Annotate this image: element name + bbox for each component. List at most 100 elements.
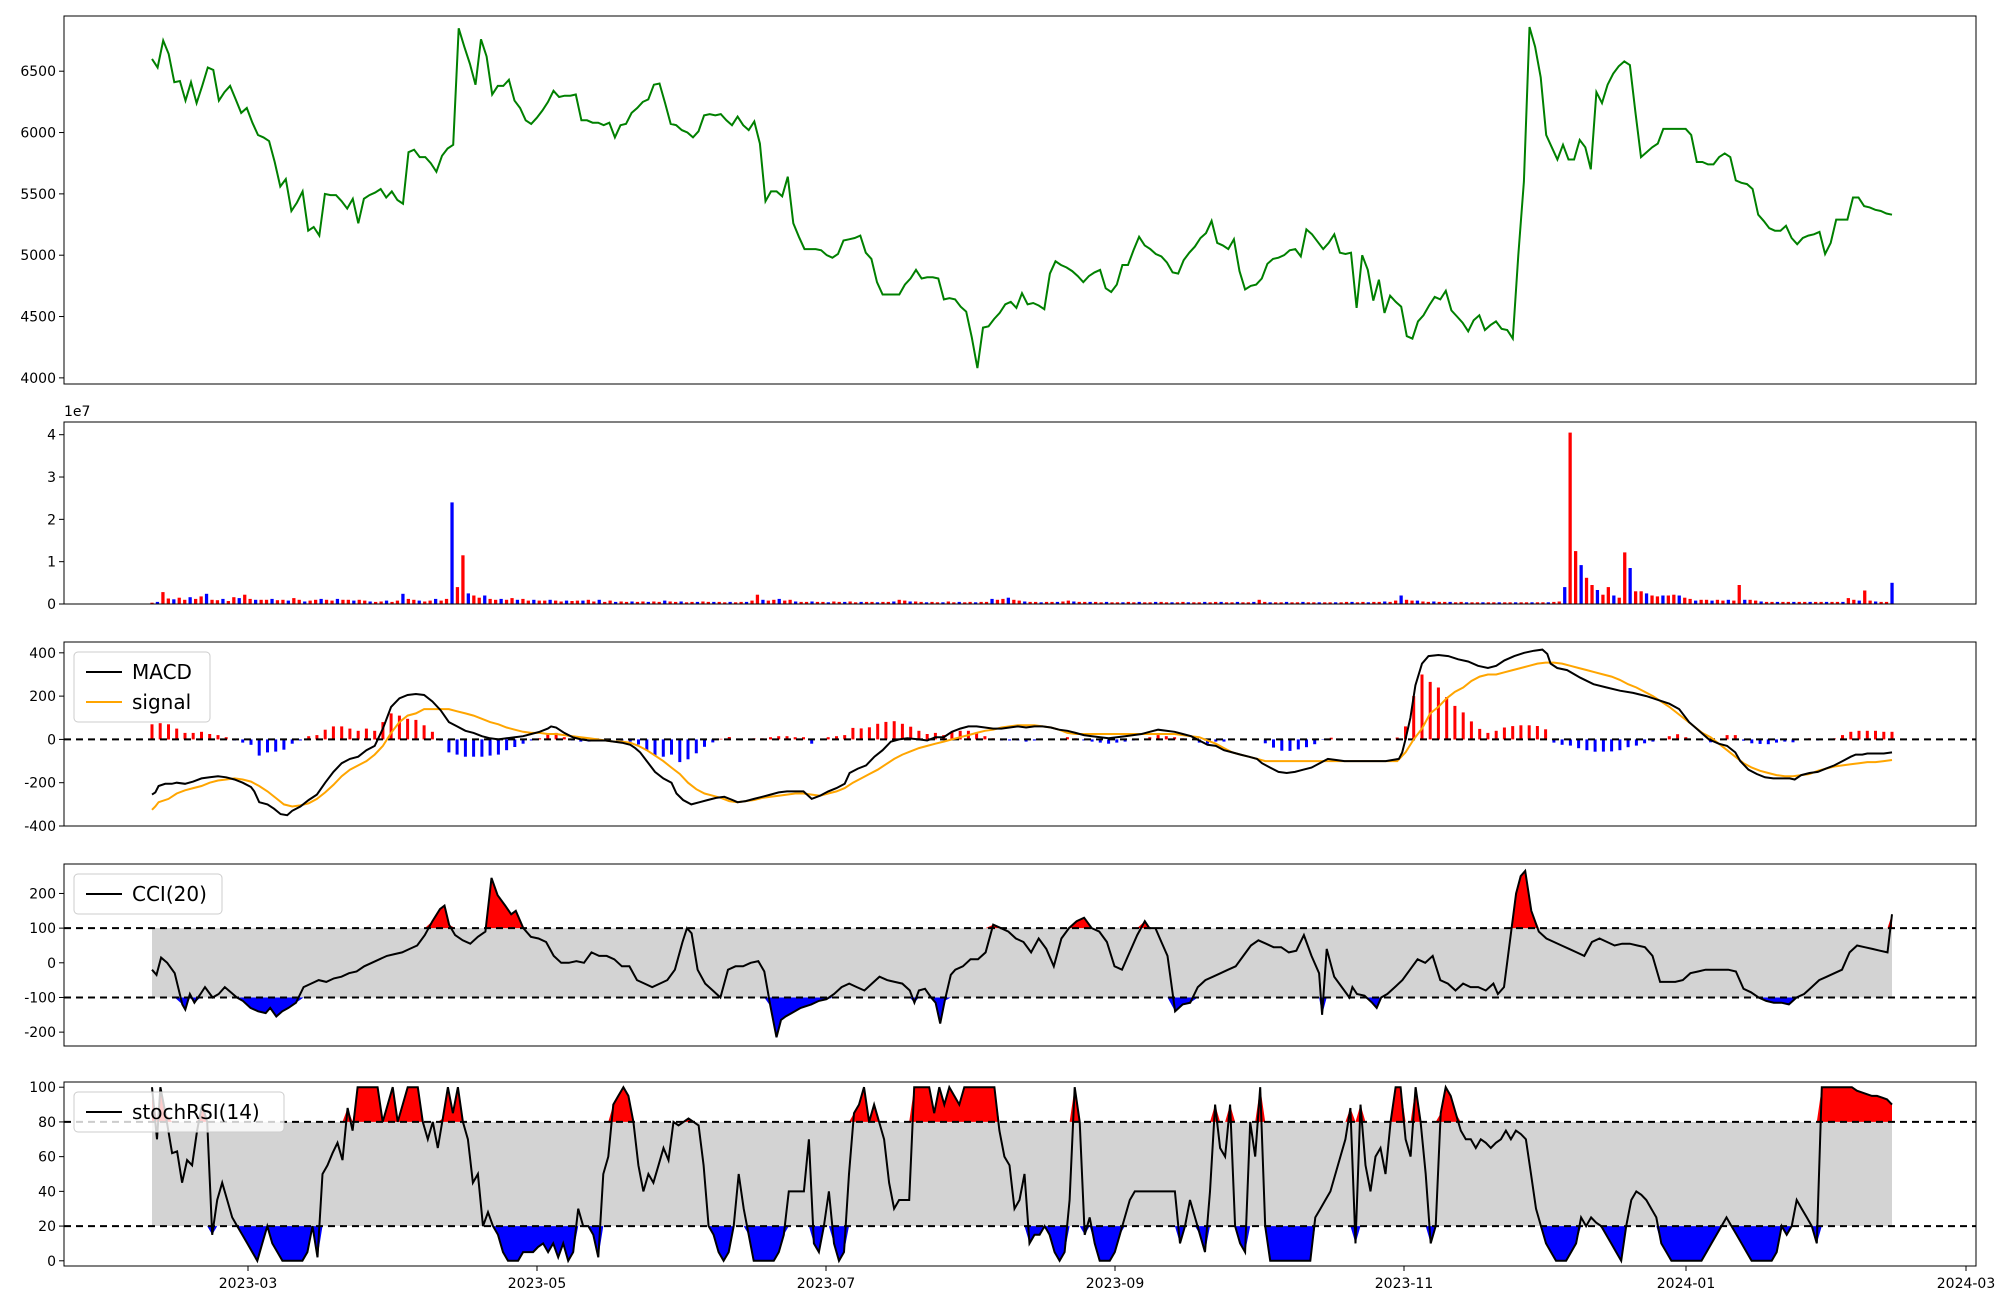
volume-bar [1677,595,1681,604]
macd-histogram-bar [1436,687,1440,740]
y-tick-label: 20 [38,1219,56,1235]
volume-bar [368,601,372,604]
y-tick-label: 4000 [20,371,56,387]
volume-bar [919,601,923,604]
macd-histogram-bar [150,724,154,740]
volume-bar [1524,602,1529,604]
macd-histogram-bar [925,734,929,740]
volume-bar [1235,601,1240,604]
macd-histogram-bar [1618,739,1622,751]
volume-bar [935,602,940,604]
volume-bar [177,597,181,604]
macd-histogram-bar [1560,739,1564,745]
volume-scale-label: 1e7 [64,404,90,420]
volume-bar [1366,602,1370,604]
macd-histogram-bar [455,739,459,755]
macd-histogram-bar [307,736,311,740]
cci-overbought-fill [152,870,1892,929]
volume-bar [1306,602,1310,604]
y-tick-label: 100 [29,1080,56,1096]
macd-histogram-bar [1428,681,1432,740]
y-tick-label: 2 [47,512,56,528]
legend-box [73,1091,285,1133]
macd-histogram-bar [290,739,294,744]
volume-bar [1721,600,1725,604]
volume-bar [537,600,541,604]
volume-bar [1104,601,1109,604]
volume-bar [1628,568,1632,604]
macd-histogram-bar [1601,739,1605,752]
macd-histogram-bar [1107,739,1111,744]
volume-bar [924,602,929,604]
volume-bar [559,601,563,604]
volume-bar [155,601,160,604]
volume-bar [504,599,509,604]
volume-bar [1612,595,1616,604]
volume-bar [1584,577,1589,604]
macd-histogram-bar [983,736,987,740]
macd-histogram-bar [719,738,723,740]
volume-bar [1759,601,1763,604]
volume-bar [1448,601,1452,604]
macd-histogram-bar [793,737,797,740]
x-tick-label: 2023-07 [797,1276,856,1292]
volume-bar [379,601,383,604]
macd-histogram-bar [1305,739,1308,748]
stochrsi-overbought-fill [152,1087,1892,1122]
macd-histogram-bar [1486,732,1490,740]
volume-bar [1219,601,1223,604]
macd-histogram-bar [1263,739,1267,744]
volume-bar [1088,601,1092,604]
x-tick-label: 2024-03 [1937,1276,1996,1292]
volume-bar [439,600,443,604]
volume-bar [843,601,847,604]
y-tick-label: 200 [29,689,56,705]
volume-bar [384,600,389,604]
macd-histogram-bar [678,739,682,763]
volume-bar [303,601,307,604]
y-tick-label: 100 [29,921,56,937]
volume-bar [314,599,318,604]
macd-histogram-bar [1593,739,1597,752]
macd-histogram-bar [1667,736,1671,740]
volume-bar [990,598,994,604]
macd-histogram-bar [1502,727,1506,740]
volume-bar [1481,602,1485,604]
volume-bar [646,601,650,604]
macd-histogram-bar [1420,674,1424,740]
volume-bar [1470,602,1474,604]
volume-bar [1355,602,1360,604]
volume-bar [204,593,209,604]
volume-bar [777,598,781,604]
macd-histogram-bar [884,721,888,740]
volume-bar [772,599,776,604]
macd-histogram-bar [1527,725,1531,740]
volume-bar [1590,585,1594,604]
macd-histogram-bar [1008,739,1012,741]
volume-bar [1377,601,1381,604]
y-tick-label: 80 [38,1115,56,1131]
y-tick-label: -100 [24,990,56,1006]
volume-bar [886,601,890,604]
volume-bar [1819,601,1823,604]
volume-bar [1639,591,1643,604]
macd-histogram-bar [257,739,261,756]
macd-histogram-bar [777,736,781,740]
y-tick-label: 40 [38,1184,56,1200]
macd-histogram-bar [1173,737,1177,740]
volume-bar [755,594,760,604]
volume-bar [1835,601,1840,604]
volume-bar [1770,601,1774,604]
macd-histogram-bar [892,721,896,740]
volume-bar [930,601,934,604]
volume-bar [575,600,580,604]
legend: MACD signal [73,651,211,723]
macd-histogram-bar [909,726,913,740]
volume-bar [1137,601,1141,604]
volume-bar [603,601,607,604]
macd-histogram-bar [414,719,418,740]
y-tick-label: 400 [29,646,56,662]
signal-line [151,661,1893,811]
x-tick-label: 2024-01 [1657,1276,1716,1292]
volume-bar [1170,602,1174,604]
